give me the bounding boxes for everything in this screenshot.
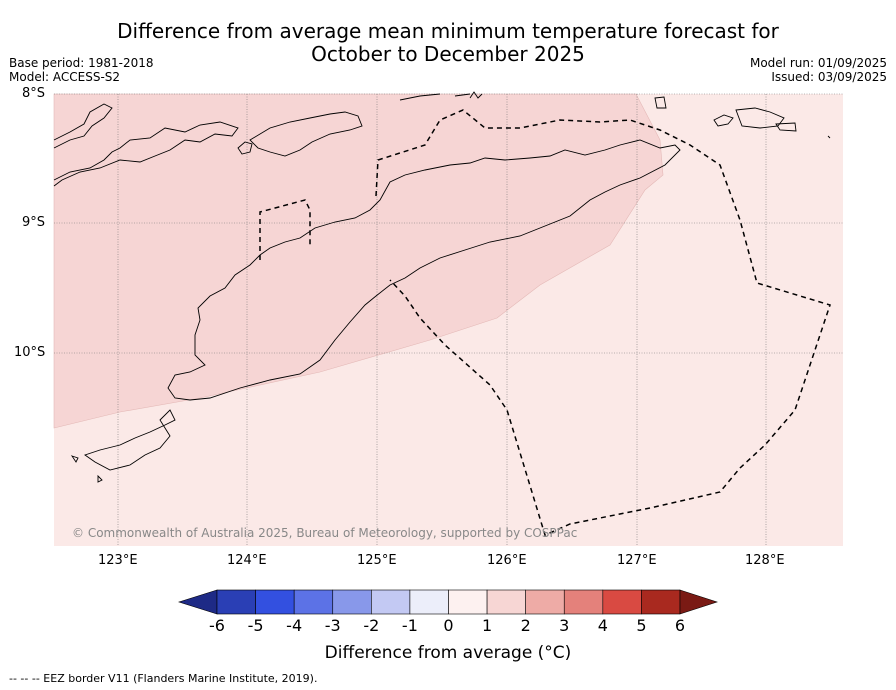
gridlines [54,93,843,546]
map-title: Difference from average mean minimum tem… [0,20,896,66]
colorbar-bin [255,589,295,615]
lat-label: 10°S [14,345,46,360]
colorbar-bin [371,589,411,615]
eez-border [259,109,831,537]
colorbar-bin [563,589,604,615]
issued-date: Issued: 03/09/2025 [771,70,887,84]
colorbar-extend-high [679,589,718,615]
colorbar-tick-label: 1 [481,616,493,635]
lon-label: 124°E [227,553,267,568]
lon-label: 123°E [98,553,138,568]
colorbar-bin [216,589,256,615]
meta-right: Model run: 01/09/2025 Issued: 03/09/2025 [750,56,887,84]
colorbar [178,589,718,615]
eez-footnote: -- -- -- EEZ border V11 (Flanders Marine… [9,672,318,685]
title-line-1: Difference from average mean minimum tem… [117,19,779,43]
colorbar-tick-label: -3 [324,616,341,635]
colorbar-label: Difference from average (°C) [324,643,572,663]
colorbar-bin [448,589,488,615]
lon-label: 128°E [745,553,785,568]
colorbar-bin [486,589,526,615]
colorbar-tick-label: 4 [597,616,608,635]
lat-label: 8°S [22,86,46,101]
colorbar-tick-label: -5 [247,616,264,635]
colorbar-tick-label: -2 [363,616,380,635]
copyright-notice: © Commonwealth of Australia 2025, Bureau… [72,526,578,540]
colorbar-tick-label: 3 [559,616,570,635]
colorbar-tick-label: 6 [674,616,686,635]
lat-label: 9°S [22,215,46,230]
model-run: Model run: 01/09/2025 [749,56,887,70]
colorbar-bin [409,589,449,615]
colorbar-tick-label: 2 [520,616,531,635]
coastlines [53,91,831,483]
region-1-to-2 [53,93,664,429]
colorbar-extend-low [178,589,218,615]
base-period: Base period: 1981-2018 [9,56,154,70]
colorbar-bin [602,589,642,615]
colorbar-bin [641,589,681,615]
colorbar-bin [525,589,565,615]
meta-left: Base period: 1981-2018 Model: ACCESS-S2 [9,56,154,84]
colorbar-tick-label: -1 [401,616,418,635]
colorbar-tick-label: 0 [443,616,454,635]
colorbar-tick-label: -6 [209,616,225,635]
lon-label: 125°E [357,553,397,568]
colorbar-tick-label: -4 [286,616,303,635]
colorbar-bin [332,589,372,615]
colorbar-bin [293,589,334,615]
lon-label: 127°E [617,553,657,568]
title-line-2: October to December 2025 [311,42,585,66]
model-name: Model: ACCESS-S2 [9,70,121,84]
colorbar-tick-label: 5 [636,616,647,635]
lon-label: 126°E [487,553,527,568]
